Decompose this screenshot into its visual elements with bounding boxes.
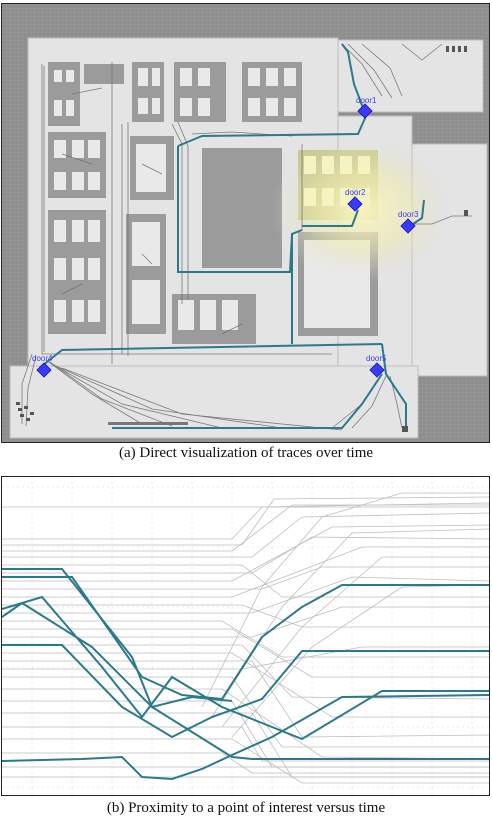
- marker-door2: door2: [345, 188, 366, 212]
- grey-traces: [21, 43, 472, 431]
- marker-door1: door1: [356, 96, 377, 119]
- marker-door5-label: door5: [366, 354, 387, 363]
- caption-a: (a) Direct visualization of traces over …: [118, 445, 374, 461]
- floor-plan-panel: door1 door2 door3 door4 door5: [1, 3, 490, 443]
- floor-plan-svg: door1 door2 door3 door4 door5: [2, 4, 489, 442]
- marker-door2-diamond: [347, 196, 363, 212]
- highlighted-traces-b: [2, 568, 489, 781]
- marker-door3-label: door3: [398, 210, 419, 219]
- marker-door3: door3: [398, 210, 419, 234]
- grey-traces-b: [2, 492, 489, 784]
- highlighted-room: [304, 156, 370, 206]
- marker-door5: door5: [366, 354, 387, 378]
- room-interiors: [54, 68, 370, 330]
- marker-door4-label: door4: [32, 354, 53, 363]
- marker-door4-diamond: [36, 362, 52, 378]
- marker-door2-label: door2: [345, 188, 366, 197]
- marker-door1-label: door1: [356, 96, 377, 105]
- marker-door1-diamond: [357, 103, 373, 119]
- proximity-svg: [2, 477, 489, 795]
- caption-b: (b) Proximity to a point of interest ver…: [106, 800, 386, 816]
- highlighted-traces: [41, 43, 425, 432]
- clutter-marks: [16, 46, 468, 432]
- marker-door4: door4: [32, 354, 53, 378]
- proximity-panel: [1, 476, 490, 796]
- marker-door5-diamond: [369, 362, 385, 378]
- marker-door3-diamond: [400, 218, 416, 234]
